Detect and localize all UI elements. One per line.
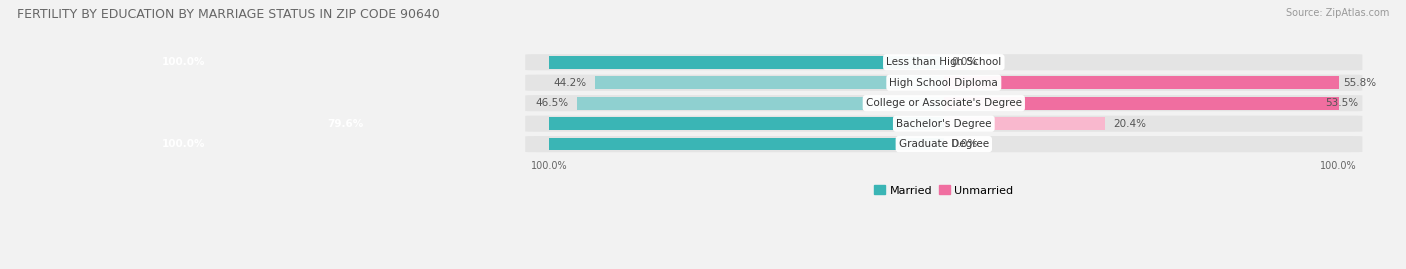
Text: 0.0%: 0.0% (952, 139, 979, 149)
Bar (943, 117, 1105, 130)
Text: 55.8%: 55.8% (1344, 78, 1376, 88)
Bar (155, 56, 943, 69)
Legend: Married, Unmarried: Married, Unmarried (875, 185, 1014, 196)
Text: 100.0%: 100.0% (162, 139, 205, 149)
Text: College or Associate's Degree: College or Associate's Degree (866, 98, 1022, 108)
Text: 100.0%: 100.0% (162, 57, 205, 67)
Text: 20.4%: 20.4% (1112, 119, 1146, 129)
Text: 79.6%: 79.6% (328, 119, 363, 129)
Bar (315, 117, 943, 130)
FancyBboxPatch shape (526, 136, 1362, 152)
Bar (943, 76, 1385, 89)
Text: Graduate Degree: Graduate Degree (898, 139, 988, 149)
Bar (576, 97, 943, 109)
FancyBboxPatch shape (526, 95, 1362, 111)
Text: 53.5%: 53.5% (1326, 98, 1358, 108)
Bar (943, 97, 1367, 109)
Text: High School Diploma: High School Diploma (890, 78, 998, 88)
Text: 44.2%: 44.2% (554, 78, 586, 88)
Text: Source: ZipAtlas.com: Source: ZipAtlas.com (1285, 8, 1389, 18)
Text: Bachelor's Degree: Bachelor's Degree (896, 119, 991, 129)
Text: Less than High School: Less than High School (886, 57, 1001, 67)
Text: 0.0%: 0.0% (952, 57, 979, 67)
FancyBboxPatch shape (526, 116, 1362, 132)
Text: 46.5%: 46.5% (536, 98, 568, 108)
Text: FERTILITY BY EDUCATION BY MARRIAGE STATUS IN ZIP CODE 90640: FERTILITY BY EDUCATION BY MARRIAGE STATU… (17, 8, 440, 21)
FancyBboxPatch shape (526, 75, 1362, 91)
FancyBboxPatch shape (526, 54, 1362, 70)
Bar (595, 76, 943, 89)
Bar (155, 138, 943, 150)
